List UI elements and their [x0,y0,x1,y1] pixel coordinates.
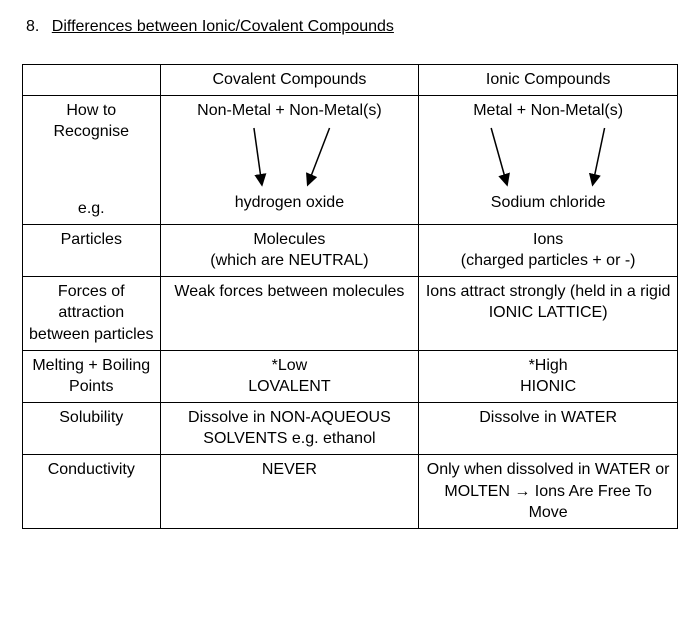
label-forces: Forces of attraction between particles [23,276,161,350]
cell-recognise-ionic: Metal + Non-Metal(s) Sodium chloride [419,95,678,224]
recognise-ionic-top: Metal + Non-Metal(s) [425,100,671,122]
label-particles: Particles [23,224,161,276]
header-covalent: Covalent Compounds [160,65,419,96]
cell-particles-covalent: Molecules (which are NEUTRAL) [160,224,419,276]
row-particles: Particles Molecules (which are NEUTRAL) … [23,224,678,276]
particles-covalent-l2: (which are NEUTRAL) [167,250,413,272]
label-melting: Melting + Boiling Points [23,350,161,402]
cell-conductivity-ionic: Only when dissolved in WATER or MOLTEN →… [419,454,678,528]
row-forces: Forces of attraction between particles W… [23,276,678,350]
section-title: 8. Differences between Ionic/Covalent Co… [22,18,678,36]
recognise-covalent-top: Non-Metal + Non-Metal(s) [167,100,413,122]
cell-forces-ionic: Ions attract strongly (held in a rigid I… [419,276,678,350]
row-melting: Melting + Boiling Points *Low LOVALENT *… [23,350,678,402]
comparison-table: Covalent Compounds Ionic Compounds How t… [22,64,678,529]
header-blank [23,65,161,96]
cell-melting-ionic: *High HIONIC [419,350,678,402]
label-conductivity: Conductivity [23,454,161,528]
row-recognise: How to Recognise e.g. Non-Metal + Non-Me… [23,95,678,224]
section-number: 8. [26,18,39,35]
label-recognise-eg: e.g. [78,198,105,220]
melting-ionic-l2: HIONIC [425,376,671,398]
melting-ionic-l1: *High [425,355,671,377]
cell-recognise-covalent: Non-Metal + Non-Metal(s) hydrogen oxide [160,95,419,224]
label-recognise-top: How to Recognise [29,100,154,143]
section-title-text: Differences between Ionic/Covalent Compo… [52,18,394,35]
particles-ionic-l1: Ions [425,229,671,251]
arrows-ionic [425,124,671,194]
arrows-covalent [167,124,413,194]
cell-conductivity-covalent: NEVER [160,454,419,528]
melting-covalent-l1: *Low [167,355,413,377]
cell-forces-covalent: Weak forces between molecules [160,276,419,350]
particles-ionic-l2: (charged particles + or -) [425,250,671,272]
cell-melting-covalent: *Low LOVALENT [160,350,419,402]
label-solubility: Solubility [23,402,161,454]
cell-solubility-covalent: Dissolve in NON-AQUEOUS SOLVENTS e.g. et… [160,402,419,454]
row-conductivity: Conductivity NEVER Only when dissolved i… [23,454,678,528]
cell-solubility-ionic: Dissolve in WATER [419,402,678,454]
recognise-covalent-bottom: hydrogen oxide [167,192,413,214]
melting-covalent-l2: LOVALENT [167,376,413,398]
recognise-ionic-bottom: Sodium chloride [425,192,671,214]
particles-covalent-l1: Molecules [167,229,413,251]
row-solubility: Solubility Dissolve in NON-AQUEOUS SOLVE… [23,402,678,454]
table-header-row: Covalent Compounds Ionic Compounds [23,65,678,96]
label-recognise: How to Recognise e.g. [23,95,161,224]
header-ionic: Ionic Compounds [419,65,678,96]
cell-particles-ionic: Ions (charged particles + or -) [419,224,678,276]
